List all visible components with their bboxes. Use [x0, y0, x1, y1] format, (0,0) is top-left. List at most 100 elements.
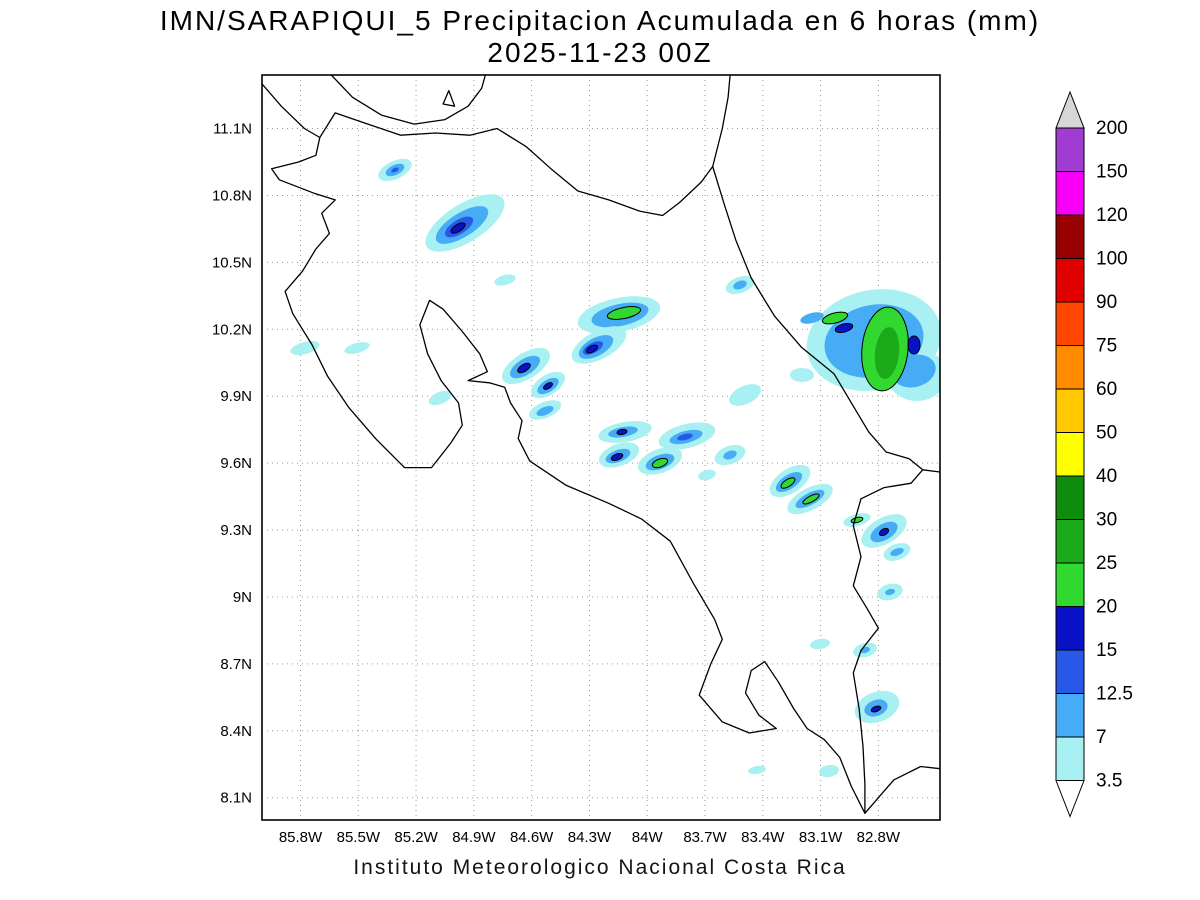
graticule: [262, 75, 940, 820]
precip-cell: [907, 335, 921, 355]
colorbar-label: 20: [1096, 597, 1117, 618]
colorbar-segment: [1055, 649, 1085, 694]
colorbar-segment: [1055, 214, 1085, 259]
lat-tick-label: 10.5N: [212, 254, 252, 271]
precip-cell: [802, 493, 820, 505]
coastline-panama-caribbean-coast: [922, 469, 940, 473]
coastlines: [262, 75, 940, 814]
precip-cell: [790, 368, 814, 382]
precip-cell: [494, 274, 516, 286]
precip-cell: [290, 341, 320, 355]
colorbar-label: 30: [1096, 510, 1117, 531]
lat-tick-label: 9.3N: [220, 522, 252, 539]
colorbar-segment: [1055, 606, 1085, 651]
lat-tick-label: 9.6N: [220, 455, 252, 472]
precip-cell: [536, 405, 554, 417]
colorbar-segment: [1055, 736, 1085, 781]
colorbar-label: 25: [1096, 553, 1117, 574]
precip-cell: [834, 322, 854, 334]
colorbar-label: 7: [1096, 727, 1107, 748]
chart-subtitle: 2025-11-23 00Z: [487, 37, 713, 68]
lon-tick-label: 82.8W: [857, 829, 901, 846]
colorbar-label: 200: [1096, 118, 1128, 139]
precip-cell: [885, 588, 895, 596]
lon-tick-label: 84.6W: [510, 829, 554, 846]
precip-cell: [651, 457, 669, 469]
colorbar-segment: [1055, 345, 1085, 390]
lat-tick-label: 8.1N: [220, 790, 252, 807]
lon-tick-label: 84.3W: [568, 829, 612, 846]
colorbar-label: 3.5: [1096, 771, 1122, 792]
coastline-nicaragua-caribbean-coast: [712, 75, 731, 168]
colorbar-label: 75: [1096, 336, 1117, 357]
precip-cell: [780, 477, 796, 489]
precip-cell: [616, 428, 628, 436]
footer-credit: Instituto Meteorologico Nacional Costa R…: [353, 856, 847, 879]
colorbar-label: 12.5: [1096, 684, 1133, 705]
colorbar-label: 15: [1096, 640, 1117, 661]
colorbar-label: 50: [1096, 423, 1117, 444]
chart-title: IMN/SARAPIQUI_5 Precipitacion Acumulada …: [159, 5, 1041, 36]
colorbar-label: 150: [1096, 162, 1128, 183]
lon-tick-label: 85.5W: [337, 829, 381, 846]
precip-cell: [878, 527, 890, 537]
precip-cell: [874, 327, 900, 379]
colorbar: 200 150 120 100 90 75 60 50 40 30 25 20 15 12.5 7 3.5: [1055, 90, 1133, 818]
colorbar-segment: [1055, 301, 1085, 346]
lon-tick-label: 85.8W: [279, 829, 323, 846]
precip-cell: [723, 450, 737, 460]
precip-cell: [698, 469, 716, 481]
coastline-panama-pacific-coast: [864, 765, 940, 814]
lat-tick-label: 9N: [233, 589, 252, 606]
lat-tick-label: 8.4N: [220, 723, 252, 740]
precip-cell: [391, 167, 399, 173]
lat-tick-label: 8.7N: [220, 656, 252, 673]
coastline-costa-rica-mainland: [270, 112, 924, 814]
precipitation-layer: [290, 158, 940, 778]
lon-tick-label: 84W: [632, 829, 664, 846]
precip-cell: [733, 280, 747, 290]
colorbar-label: 90: [1096, 292, 1117, 313]
coastline-lake-island: [442, 89, 456, 107]
colorbar-top-cap: [1055, 90, 1085, 129]
colorbar-label: 100: [1096, 249, 1128, 270]
lon-tick-label: 84.9W: [452, 829, 496, 846]
coastline-nicaragua-pacific-coast: [262, 83, 321, 139]
precip-cell: [890, 547, 904, 557]
precip-cell: [748, 765, 766, 775]
precip-cell: [610, 453, 624, 461]
lon-tick-label: 83.4W: [741, 829, 785, 846]
lat-tick-label: 10.2N: [212, 321, 252, 338]
colorbar-bottom-cap: [1055, 780, 1085, 818]
precip-cell: [543, 382, 553, 390]
precip-cell: [819, 764, 839, 778]
colorbar-segment: [1055, 258, 1085, 303]
precip-cell: [606, 306, 642, 320]
lon-tick-label: 83.7W: [683, 829, 727, 846]
coastline-lake-nicaragua-shore: [330, 75, 487, 125]
colorbar-segment: [1055, 171, 1085, 216]
lat-tick-label: 10.8N: [212, 187, 252, 204]
precip-cell: [677, 433, 693, 441]
map-frame: [261, 74, 941, 821]
colorbar-label: 40: [1096, 466, 1117, 487]
colorbar-segment: [1055, 388, 1085, 433]
colorbar-segment: [1055, 127, 1085, 172]
axis-labels: 11.1N 10.8N 10.5N 10.2N 9.9N 9.6N 9.3N 9N 8.7N 8.…: [212, 121, 901, 846]
colorbar-label: 120: [1096, 205, 1128, 226]
precip-cell: [729, 384, 761, 406]
colorbar-label: 60: [1096, 379, 1117, 400]
lon-tick-label: 85.2W: [394, 829, 438, 846]
lon-tick-label: 83.1W: [799, 829, 843, 846]
colorbar-segment: [1055, 519, 1085, 564]
precip-cell: [428, 390, 452, 406]
precip-cell: [344, 342, 370, 354]
precip-cell: [821, 311, 849, 325]
precip-cell: [800, 312, 824, 324]
colorbar-segment: [1055, 475, 1085, 520]
precip-cell: [870, 705, 882, 713]
precip-cell: [517, 362, 531, 374]
lat-tick-label: 11.1N: [213, 121, 252, 138]
colorbar-segment: [1055, 693, 1085, 738]
